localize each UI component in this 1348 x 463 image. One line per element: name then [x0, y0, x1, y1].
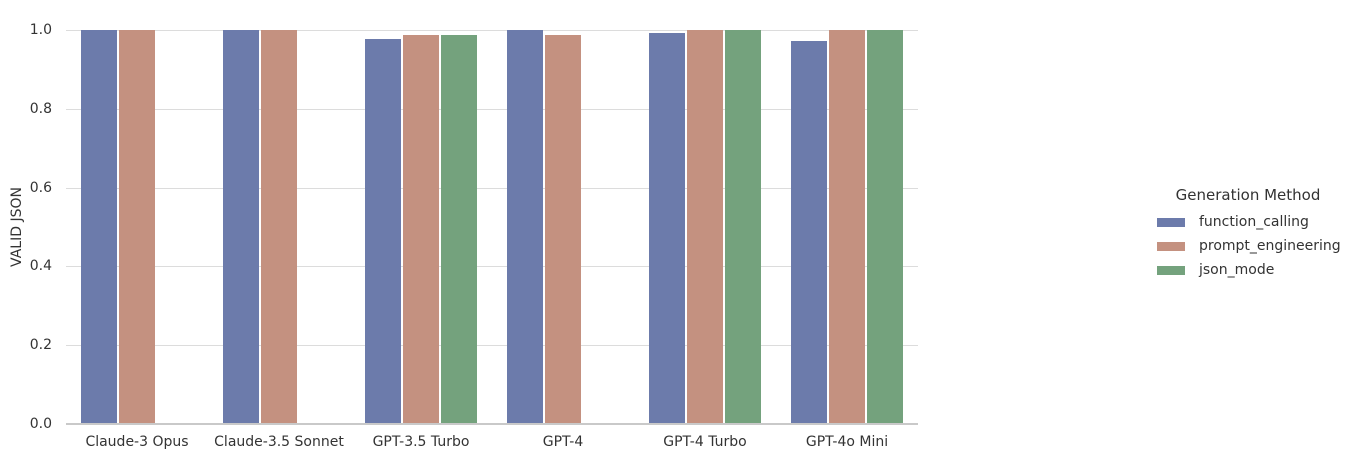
- x-tick-label: Claude-3.5 Sonnet: [214, 434, 344, 450]
- bar: [829, 30, 865, 424]
- bar-slot: [80, 30, 118, 424]
- legend-item: json_mode: [1155, 258, 1341, 282]
- bar-slot: [790, 30, 828, 424]
- bar-group: [776, 30, 918, 424]
- y-tick-label: 0.4: [29, 258, 52, 275]
- bar-slot: [686, 30, 724, 424]
- bar: [365, 38, 401, 424]
- bar-slot: [544, 30, 582, 424]
- x-axis-line: [66, 423, 918, 425]
- x-tick-label: GPT-4o Mini: [805, 434, 889, 450]
- bar-row: [80, 30, 194, 424]
- bar-slot: [118, 30, 156, 424]
- bar-slot: [260, 30, 298, 424]
- bar: [687, 30, 723, 424]
- legend-swatch: [1157, 265, 1185, 275]
- y-tick-label: 1.0: [29, 22, 52, 38]
- bar-slot: [582, 30, 620, 424]
- legend-item-label: json_mode: [1199, 262, 1275, 278]
- bar-row: [648, 30, 762, 424]
- bar-group: [208, 30, 350, 424]
- bar-slot: [364, 30, 402, 424]
- gridline: [66, 108, 918, 110]
- gridline: [66, 345, 918, 347]
- bar-group: [492, 30, 634, 424]
- x-tick-label: GPT-4: [542, 434, 584, 450]
- legend-item: prompt_engineering: [1155, 234, 1341, 258]
- bar-slot: [156, 30, 194, 424]
- bar: [791, 40, 827, 424]
- bar: [119, 30, 155, 424]
- x-tick-label: Claude-3 Opus: [85, 434, 189, 450]
- bar-slot: [724, 30, 762, 424]
- bar: [223, 30, 259, 424]
- gridline: [66, 30, 918, 31]
- bar-slot: [866, 30, 904, 424]
- bar-slot: [298, 30, 336, 424]
- y-tick-label: 0.2: [29, 337, 52, 354]
- bar-slot: [440, 30, 478, 424]
- plot-area: [66, 30, 918, 425]
- bar-group: [66, 30, 208, 424]
- gridline: [66, 187, 918, 189]
- bar: [261, 30, 297, 424]
- bar: [441, 35, 477, 424]
- bar-row: [364, 30, 478, 424]
- bar-row: [790, 30, 904, 424]
- bar-group: [350, 30, 492, 424]
- legend-swatch: [1157, 217, 1185, 227]
- bar-slot: [222, 30, 260, 424]
- x-tick-label: GPT-4 Turbo: [663, 434, 747, 450]
- legend-item: function_calling: [1155, 210, 1341, 234]
- legend-swatch: [1157, 241, 1185, 251]
- x-tick-label: GPT-3.5 Turbo: [372, 434, 470, 450]
- bar: [507, 30, 543, 424]
- y-axis-label: VALID JSON: [9, 187, 25, 267]
- bar-row: [222, 30, 336, 424]
- bar: [545, 35, 581, 424]
- bar: [403, 34, 439, 424]
- bar-groups: [66, 30, 918, 424]
- bar-slot: [506, 30, 544, 424]
- bar: [81, 30, 117, 424]
- bar: [649, 33, 685, 424]
- bar-slot: [648, 30, 686, 424]
- y-tick-label: 0.6: [29, 179, 52, 196]
- bar-slot: [402, 30, 440, 424]
- bar-group: [634, 30, 776, 424]
- legend-title: Generation Method: [1175, 186, 1321, 204]
- bar-row: [506, 30, 620, 424]
- bar-slot: [828, 30, 866, 424]
- bar: [725, 30, 761, 424]
- gridline: [66, 266, 918, 268]
- y-tick-label: 0.0: [29, 416, 52, 432]
- bar: [867, 30, 903, 424]
- legend-items: function_calling prompt_engineering json_m…: [1155, 210, 1341, 282]
- legend-item-label: function_calling: [1199, 214, 1309, 230]
- y-tick-label: 0.8: [29, 100, 52, 117]
- legend-item-label: prompt_engineering: [1199, 238, 1341, 254]
